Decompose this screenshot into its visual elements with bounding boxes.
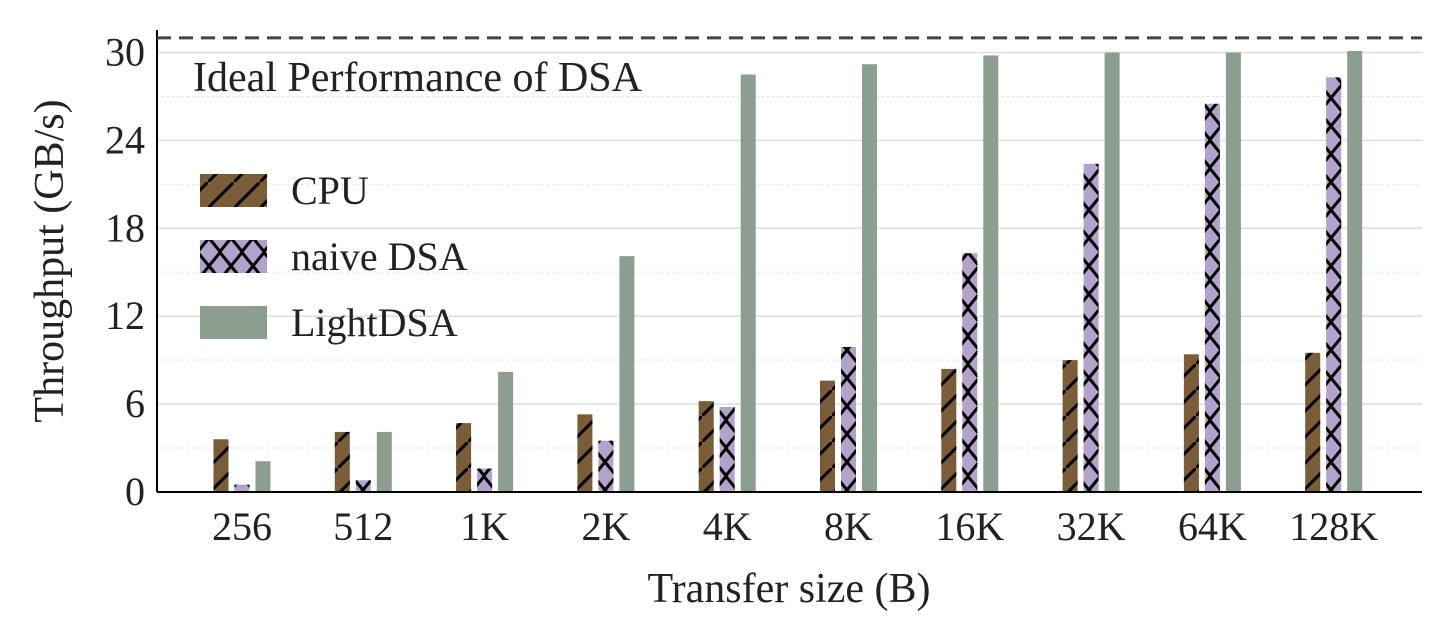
bars [213,51,1363,493]
bar-naive-dsa-1k-hatch [477,468,493,492]
bar-naive-dsa-8k-hatch [841,346,856,492]
bar-cpu-128k-hatch [1305,352,1321,492]
x-tick-label: 1K [460,504,509,549]
bar-naive-dsa-64k-hatch [1204,103,1220,493]
bar-cpu-8k-hatch [820,380,835,492]
x-tick-label: 4K [703,504,752,549]
bar-lightdsa-16k [983,55,999,493]
bar-cpu-4k-hatch [698,401,714,492]
legend-label-naive-dsa: naive DSA [291,234,468,279]
x-tick-label: 32K [1057,504,1126,549]
bar-lightdsa-32k [1104,52,1120,492]
bar-cpu-2k-hatch [577,414,593,492]
ideal-performance-label: Ideal Performance of DSA [193,55,643,101]
bar-lightdsa-1k [498,371,514,492]
bar-lightdsa-64k [1225,52,1241,492]
x-tick-label: 128K [1289,504,1378,549]
bar-lightdsa-512 [376,431,392,492]
x-tick-label: 2K [581,504,630,549]
legend-label-lightdsa: LightDSA [291,300,458,345]
bar-lightdsa-8k [862,64,877,492]
bar-lightdsa-256 [255,461,271,492]
legend-swatch-cpu-hatch [200,174,267,207]
bar-naive-dsa-16k-hatch [962,253,978,492]
bar-cpu-32k-hatch [1062,360,1078,492]
y-tick-label: 12 [105,293,145,338]
bar-cpu-16k-hatch [941,368,957,492]
y-tick-label: 24 [105,117,145,162]
bar-naive-dsa-128k-hatch [1326,77,1342,492]
legend-label-cpu: CPU [291,168,369,213]
bar-naive-dsa-512-hatch [355,480,371,492]
x-tick-labels: 256 512 1K 2K 4K 8K 16K 32K 64K 128K [212,504,1378,549]
y-tick-label: 6 [125,381,145,426]
bar-lightdsa-128k [1347,51,1363,492]
bar-naive-dsa-256-hatch [234,484,250,492]
bar-cpu-256-hatch [213,439,229,492]
y-tick-labels: 0 6 12 18 24 30 [105,30,145,515]
bar-naive-dsa-4k-hatch [719,407,735,492]
y-tick-label: 18 [105,205,145,250]
bar-naive-dsa-32k-hatch [1083,163,1099,492]
legend-swatch-lightdsa [200,306,267,339]
y-tick-label: 30 [105,30,145,75]
x-tick-label: 64K [1178,504,1247,549]
x-axis-title: Transfer size (B) [647,566,930,612]
y-tick-label: 0 [125,469,145,514]
bar-lightdsa-4k [740,74,756,492]
legend-swatch-naive-dsa-hatch [200,240,267,273]
bar-lightdsa-2k [619,256,635,492]
bar-naive-dsa-2k-hatch [598,440,614,492]
y-axis-title: Throughput (GB/s) [27,99,73,422]
x-tick-label: 512 [333,504,393,549]
bar-cpu-512-hatch [334,431,350,492]
legend: CPU naive DSA LightDSA [200,168,468,345]
bar-cpu-64k-hatch [1183,354,1199,492]
x-tick-label: 8K [824,504,873,549]
bar-cpu-1k-hatch [456,423,472,492]
x-tick-label: 16K [935,504,1004,549]
x-tick-label: 256 [212,504,272,549]
